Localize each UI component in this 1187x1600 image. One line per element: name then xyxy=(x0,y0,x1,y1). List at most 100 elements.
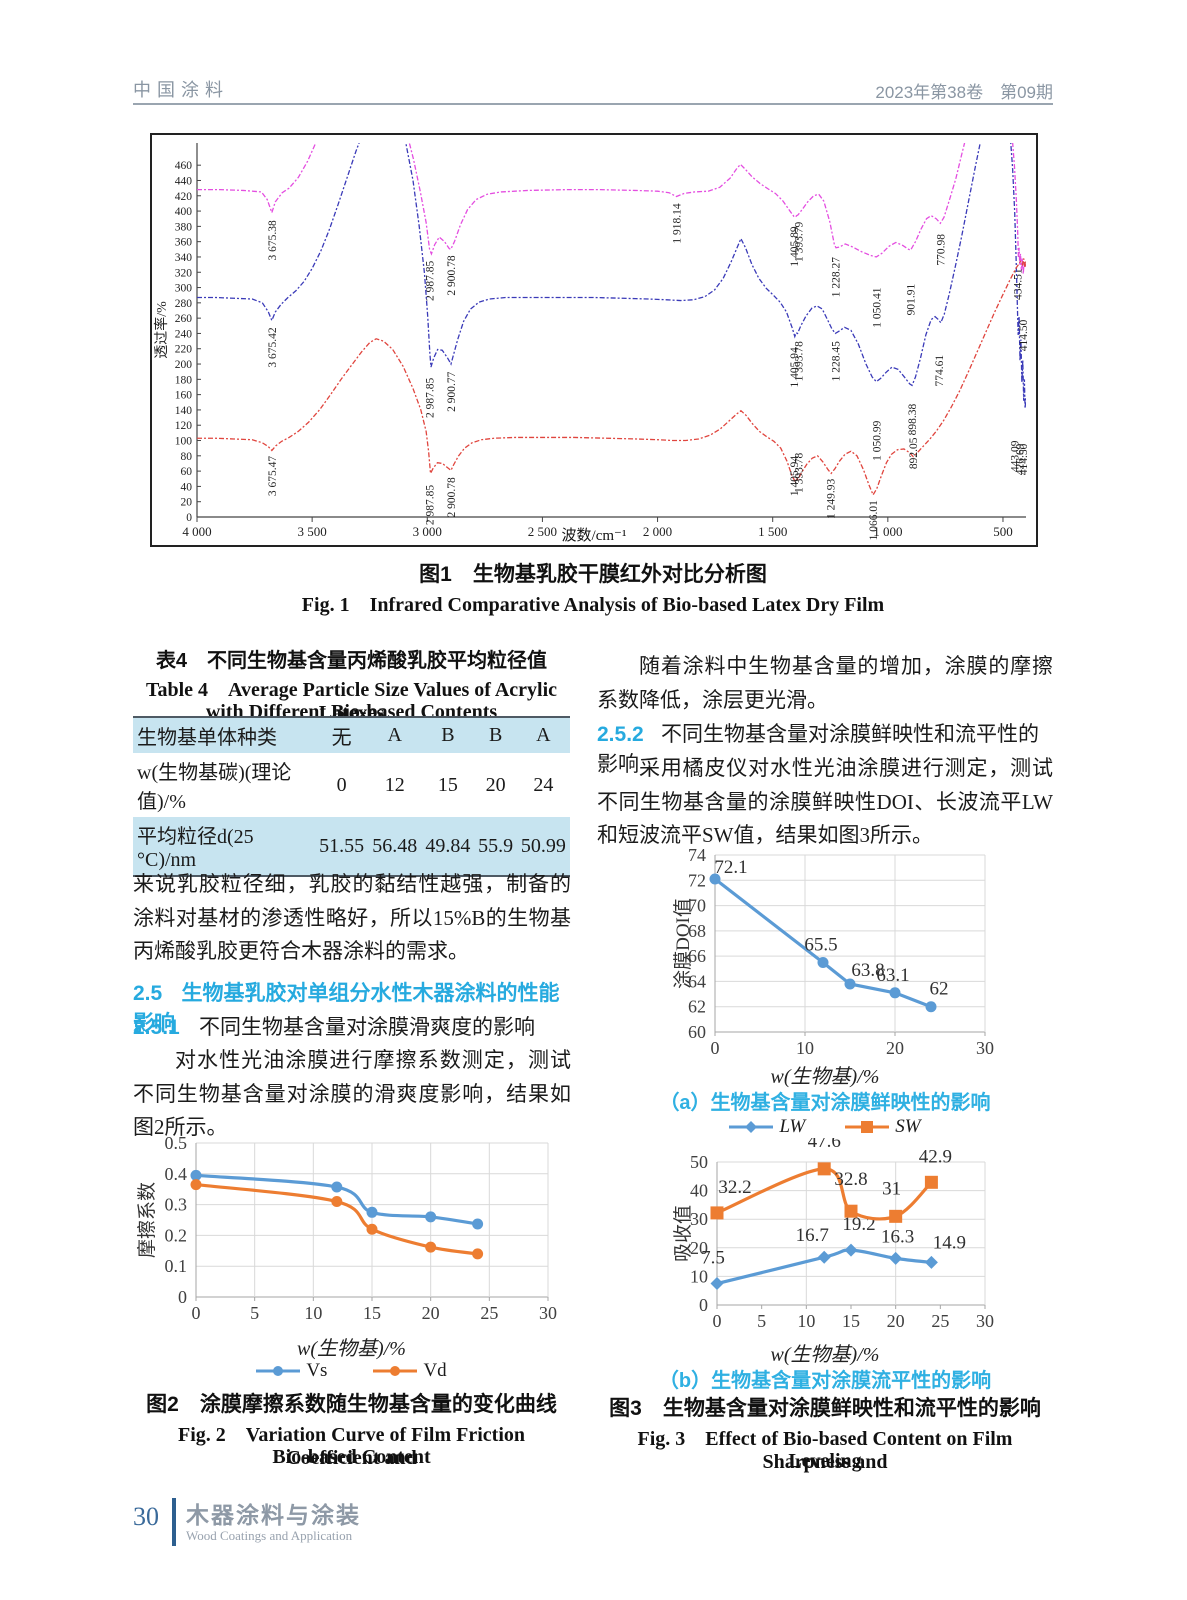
legend-item-sw: SW xyxy=(845,1116,921,1138)
svg-text:32.2: 32.2 xyxy=(718,1177,751,1198)
svg-text:3 675.38: 3 675.38 xyxy=(267,220,279,261)
svg-text:1 050.41: 1 050.41 xyxy=(871,287,883,328)
svg-text:1 405.94: 1 405.94 xyxy=(789,347,801,388)
svg-text:0.3: 0.3 xyxy=(165,1195,188,1215)
svg-text:60: 60 xyxy=(688,1022,706,1042)
svg-text:2 987.85: 2 987.85 xyxy=(425,261,437,302)
svg-text:1 405.89: 1 405.89 xyxy=(789,226,801,267)
svg-text:50: 50 xyxy=(690,1152,708,1172)
svg-text:2 900.77: 2 900.77 xyxy=(446,371,458,412)
svg-text:0: 0 xyxy=(186,512,192,524)
svg-text:440: 440 xyxy=(175,175,193,187)
fig1-caption-zh: 图1 生物基乳胶干膜红外对比分析图 xyxy=(419,563,767,586)
svg-text:2 900.78: 2 900.78 xyxy=(446,477,458,517)
header-rule xyxy=(133,103,1053,105)
svg-text:898.38: 898.38 xyxy=(907,404,919,436)
table-cell-label: 平均粒径d(25 °C)/nm xyxy=(137,826,254,871)
svg-text:63.8: 63.8 xyxy=(851,960,884,981)
svg-text:10: 10 xyxy=(797,1311,815,1331)
svg-text:2 987.85: 2 987.85 xyxy=(425,378,437,419)
svg-text:3 500: 3 500 xyxy=(298,524,327,539)
svg-text:140: 140 xyxy=(175,405,193,417)
paragraph: 随着涂料中生物基含量的增加，涂膜的摩擦系数降低，涂层更光滑。 xyxy=(597,654,1053,712)
table-cell-label: 生物基单体种类 xyxy=(137,727,277,749)
svg-text:3 675.42: 3 675.42 xyxy=(267,327,279,368)
svg-text:260: 260 xyxy=(175,313,193,325)
svg-text:340: 340 xyxy=(175,252,193,264)
svg-text:1 405.94: 1 405.94 xyxy=(789,456,801,497)
vs-line-marker-icon xyxy=(256,1366,301,1376)
svg-text:200: 200 xyxy=(175,359,193,371)
svg-text:100: 100 xyxy=(175,436,193,448)
fig2-chart-container: 0 0.1 0.2 0.3 0.4 0.5 0 5 10 15 20 25 30 摩擦系数 xyxy=(133,1108,570,1340)
section-heading-2-5-1: 2.5.1 不同生物基含量对涂膜滑爽度的影响 xyxy=(133,1015,535,1039)
fig3b-legend: LW SW xyxy=(597,1116,1053,1138)
svg-text:66: 66 xyxy=(688,946,706,966)
svg-text:1 393.78: 1 393.78 xyxy=(793,453,805,494)
fig3a-chart-container: 60 62 64 66 68 70 72 74 0 10 20 30 涂膜DOI值 72.1 65.5 63.… xyxy=(597,840,1053,1058)
svg-text:220: 220 xyxy=(175,344,193,356)
svg-text:0.5: 0.5 xyxy=(165,1133,188,1153)
paragraph: 采用橘皮仪对水性光油涂膜进行测定，测试不同生物基含量的涂膜鲜映性DOI、长波流平… xyxy=(597,756,1053,847)
svg-text:80: 80 xyxy=(181,451,193,463)
svg-text:72: 72 xyxy=(688,870,706,890)
fig3a-x-axis-label: w(生物基)/% xyxy=(770,1066,880,1088)
svg-text:1 228.45: 1 228.45 xyxy=(830,341,842,382)
svg-text:2 000: 2 000 xyxy=(643,524,672,539)
svg-text:吸收值: 吸收值 xyxy=(672,1205,694,1262)
fig3-caption-en1: Fig. 3 Effect of Bio-based Content on Fi… xyxy=(637,1428,1013,1473)
svg-text:10: 10 xyxy=(796,1038,814,1058)
svg-text:20: 20 xyxy=(422,1303,440,1323)
fig3-caption-zh: 图3 生物基含量对涂膜鲜映性和流平性的影响 xyxy=(609,1397,1041,1420)
svg-text:摩擦系数: 摩擦系数 xyxy=(136,1182,158,1258)
svg-text:19.2: 19.2 xyxy=(842,1214,875,1235)
svg-text:0: 0 xyxy=(178,1287,187,1307)
fig1-caption-en: Fig. 1 Infrared Comparative Analysis of … xyxy=(301,594,885,616)
svg-text:1 249.93: 1 249.93 xyxy=(825,479,837,519)
fig2-caption-en1: Fig. 2 Variation Curve of Film Friction … xyxy=(178,1424,525,1469)
table4-title-en1: Table 4 Average Particle Size Values of … xyxy=(145,679,558,724)
svg-text:30: 30 xyxy=(976,1311,994,1331)
svg-text:15: 15 xyxy=(842,1311,860,1331)
svg-text:420: 420 xyxy=(175,191,193,203)
svg-text:7.5: 7.5 xyxy=(701,1248,725,1269)
footer-divider-bar xyxy=(172,1498,176,1546)
svg-text:500: 500 xyxy=(993,524,1013,539)
svg-text:240: 240 xyxy=(175,328,193,340)
fig2-x-axis-label: w(生物基)/% xyxy=(297,1338,406,1360)
legend-item-vs: Vs xyxy=(256,1360,327,1382)
section-heading-2-5-2: 2.5.2 不同生物基含量对涂膜鲜映性和流平性的影响 xyxy=(597,722,1039,776)
svg-text:40: 40 xyxy=(690,1181,708,1201)
svg-text:434.51: 434.51 xyxy=(1013,268,1025,300)
footer-title-zh: 木器涂料与涂装 xyxy=(186,1502,361,1528)
svg-text:16.7: 16.7 xyxy=(796,1225,829,1246)
svg-text:280: 280 xyxy=(175,298,193,310)
paragraph: 来说乳胶粒径细，乳胶的黏结性越强，制备的涂料对基材的渗透性略好，所以15%B的生… xyxy=(133,872,571,963)
svg-text:414.50: 414.50 xyxy=(1018,319,1030,351)
svg-text:0.2: 0.2 xyxy=(165,1225,188,1245)
svg-text:1 228.27: 1 228.27 xyxy=(830,257,842,298)
fig3b-chart-container: 0 10 20 30 40 50 0 5 10 15 20 25 30 吸收值 7.5 16.7 19.2 16.… xyxy=(597,1138,1053,1334)
svg-text:320: 320 xyxy=(175,267,193,279)
svg-text:1 393.78: 1 393.78 xyxy=(793,341,805,382)
fig2-caption-en2: Bio-based Content xyxy=(272,1446,431,1468)
svg-text:20: 20 xyxy=(887,1311,905,1331)
table-cell-label: w(生物基碳)(理论值)/% xyxy=(137,762,292,813)
issue-info: 2023年第38卷 第09期 xyxy=(875,83,1053,102)
svg-text:70: 70 xyxy=(688,896,706,916)
svg-text:47.6: 47.6 xyxy=(808,1138,841,1152)
journal-name: 中国涂料 xyxy=(133,80,229,100)
svg-text:42.9: 42.9 xyxy=(919,1146,952,1167)
legend-item-vd: Vd xyxy=(373,1360,447,1382)
svg-text:60: 60 xyxy=(181,466,193,478)
svg-text:180: 180 xyxy=(175,374,193,386)
svg-text:1 393.79: 1 393.79 xyxy=(793,222,805,263)
svg-text:32.8: 32.8 xyxy=(834,1169,867,1190)
svg-text:30: 30 xyxy=(539,1303,557,1323)
fig1-ir-chart: 0 20 40 60 80 100 120 140 160 180 200 220 240 260 280 3… xyxy=(153,143,1030,540)
svg-text:460: 460 xyxy=(175,160,193,172)
svg-text:5: 5 xyxy=(250,1303,259,1323)
svg-text:25: 25 xyxy=(480,1303,498,1323)
svg-text:2 900.78: 2 900.78 xyxy=(446,255,458,296)
